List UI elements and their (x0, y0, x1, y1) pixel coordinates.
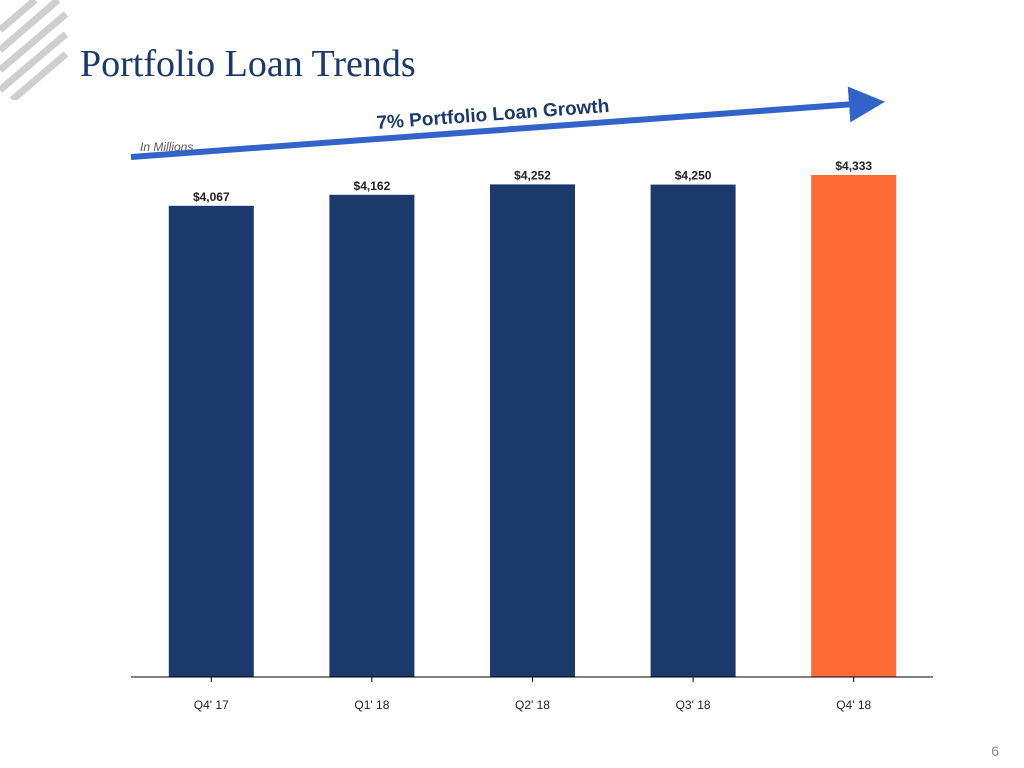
x-tick-label-0: Q4' 17 (194, 698, 229, 712)
bar-1 (329, 194, 415, 678)
bar-3 (650, 184, 736, 677)
bar-0 (168, 205, 254, 678)
data-label-0: $4,067 (193, 190, 230, 204)
data-label-2: $4,252 (514, 168, 551, 182)
page-title: Portfolio Loan Trends (80, 43, 416, 85)
bars-group (168, 175, 897, 678)
data-label-3: $4,250 (675, 169, 712, 183)
bar-4 (811, 175, 897, 677)
x-tick-label-2: Q2' 18 (515, 698, 550, 712)
x-tick-label-3: Q3' 18 (676, 698, 711, 712)
logo (0, 0, 69, 100)
data-label-4: $4,333 (835, 159, 872, 173)
x-tick-label-1: Q1' 18 (354, 698, 389, 712)
data-labels-group: $4,067 $4,162 $4,252 $4,250 $4,333 (193, 159, 872, 204)
bar-2 (490, 184, 575, 677)
unit-label: In Millions (140, 140, 193, 154)
ticks-group (210, 677, 855, 682)
x-tick-label-4: Q4' 18 (836, 698, 871, 712)
data-label-1: $4,162 (354, 179, 391, 193)
page-number: 6 (991, 743, 999, 759)
tick-labels-group: Q4' 17 Q1' 18 Q2' 18 Q3' 18 Q4' 18 (194, 698, 872, 712)
growth-arrow (130, 86, 885, 160)
